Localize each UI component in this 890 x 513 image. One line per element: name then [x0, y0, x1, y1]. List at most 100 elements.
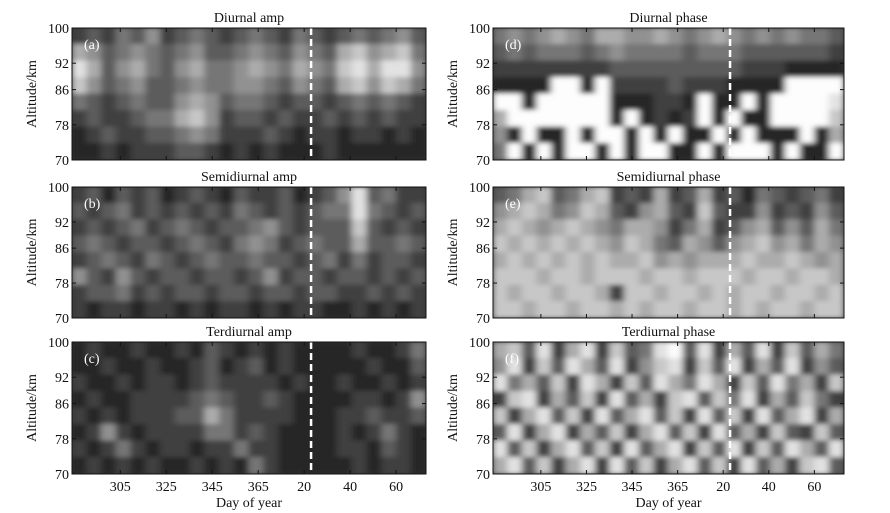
heatmap-cell: [115, 187, 132, 204]
heatmap-cell: [770, 284, 786, 303]
heatmap-cell: [410, 126, 426, 144]
heatmap-cell: [551, 284, 567, 303]
heatmap-cell: [115, 93, 132, 111]
heatmap-cell: [410, 301, 426, 318]
heatmap-cell: [189, 301, 206, 318]
heatmap-cell: [507, 93, 523, 111]
heatmap-cell: [697, 93, 713, 111]
heatmap-cell: [594, 28, 611, 45]
panel-d: (d) Diurnal phase 70 78 86 92 100 Altitude/km: [446, 11, 845, 169]
heatmap-cell: [278, 187, 294, 204]
heatmap-cell: [609, 284, 626, 303]
heatmap-cell: [814, 44, 830, 62]
heatmap-cell: [278, 342, 294, 359]
heatmap-cell: [551, 407, 567, 425]
heatmap-cell: [551, 342, 567, 359]
heatmap-cell: [493, 60, 509, 78]
x-tick-label: 40: [343, 480, 357, 495]
heatmap-cell: [624, 440, 640, 458]
heatmap-cell: [799, 301, 816, 318]
heatmap-cell: [307, 77, 324, 95]
heatmap-cell: [263, 301, 280, 318]
heatmap-cell: [770, 358, 786, 376]
heatmap-cell: [145, 342, 162, 359]
heatmap-cell: [72, 440, 88, 458]
heatmap-cell: [493, 187, 509, 204]
heatmap-cell: [322, 77, 339, 95]
heatmap-cell: [248, 187, 265, 204]
heatmap-cell: [785, 440, 801, 458]
heatmap-cell: [174, 424, 191, 442]
heatmap-cell: [322, 28, 339, 45]
heatmap-cell: [770, 374, 786, 392]
heatmap-cell: [396, 252, 412, 270]
heatmap-cell: [248, 202, 265, 221]
heatmap-cell: [396, 457, 412, 474]
panel-title: Terdiurnal phase: [622, 325, 715, 340]
y-tick-label: 100: [48, 22, 69, 37]
heatmap-cell: [682, 268, 699, 286]
heatmap-cell: [551, 219, 567, 237]
heatmap-cell: [653, 457, 669, 474]
heatmap-cell: [580, 126, 596, 144]
heatmap-cell: [248, 60, 265, 78]
heatmap-cell: [711, 235, 728, 253]
heatmap-cell: [493, 93, 509, 111]
heatmap-cell: [536, 440, 552, 458]
heatmap-cell: [130, 219, 147, 237]
heatmap-cell: [785, 28, 801, 45]
heatmap-cell: [565, 44, 582, 62]
heatmap-cell: [160, 126, 176, 144]
y-tick-label: 86: [476, 398, 490, 413]
heatmap-cell: [130, 407, 147, 425]
heatmap-cell: [174, 110, 191, 128]
heatmap-cell: [624, 391, 640, 409]
heatmap-cell: [799, 110, 816, 128]
heatmap-cell: [72, 268, 88, 286]
heatmap-cell: [160, 374, 176, 392]
heatmap-cell: [814, 187, 830, 204]
heatmap-cell: [755, 110, 772, 128]
heatmap-cell: [507, 407, 523, 425]
heatmap-cell: [609, 126, 626, 144]
heatmap-cell: [189, 268, 206, 286]
heatmap-cell: [493, 391, 509, 409]
heatmap-cell: [609, 235, 626, 253]
heatmap-cell: [263, 187, 280, 204]
heatmap-cell: [292, 407, 309, 425]
heatmap-cell: [410, 219, 426, 237]
heatmap-cell: [814, 407, 830, 425]
heatmap-cell: [624, 407, 640, 425]
heatmap-cell: [536, 301, 552, 318]
heatmap-cell: [263, 110, 280, 128]
y-axis-label: Altitude/km: [25, 219, 40, 287]
heatmap-cell: [755, 374, 772, 392]
heatmap-cell: [711, 28, 728, 45]
heatmap-cell: [248, 110, 265, 128]
heatmap-cell: [638, 187, 655, 204]
heatmap-cell: [72, 342, 88, 359]
heatmap-cell: [493, 110, 509, 128]
heatmap-cell: [115, 28, 132, 45]
heatmap-cell: [278, 457, 294, 474]
heatmap-cell: [115, 235, 132, 253]
heatmap-cell: [609, 342, 626, 359]
heatmap-cell: [410, 202, 426, 221]
heatmap-cell: [565, 457, 582, 474]
heatmap-cell: [189, 252, 206, 270]
heatmap-cell: [580, 44, 596, 62]
heatmap-cell: [799, 28, 816, 45]
heatmap-cell: [130, 391, 147, 409]
heatmap-cell: [682, 342, 699, 359]
heatmap-cell: [160, 407, 176, 425]
heatmap-cell: [580, 407, 596, 425]
heatmap: [493, 28, 844, 160]
heatmap-cell: [755, 457, 772, 474]
heatmap-cell: [521, 440, 538, 458]
heatmap-cell: [507, 202, 523, 221]
heatmap-cell: [594, 358, 611, 376]
heatmap-cell: [770, 77, 786, 95]
heatmap-cell: [115, 407, 132, 425]
heatmap-cell: [366, 301, 383, 318]
heatmap-cell: [351, 342, 368, 359]
